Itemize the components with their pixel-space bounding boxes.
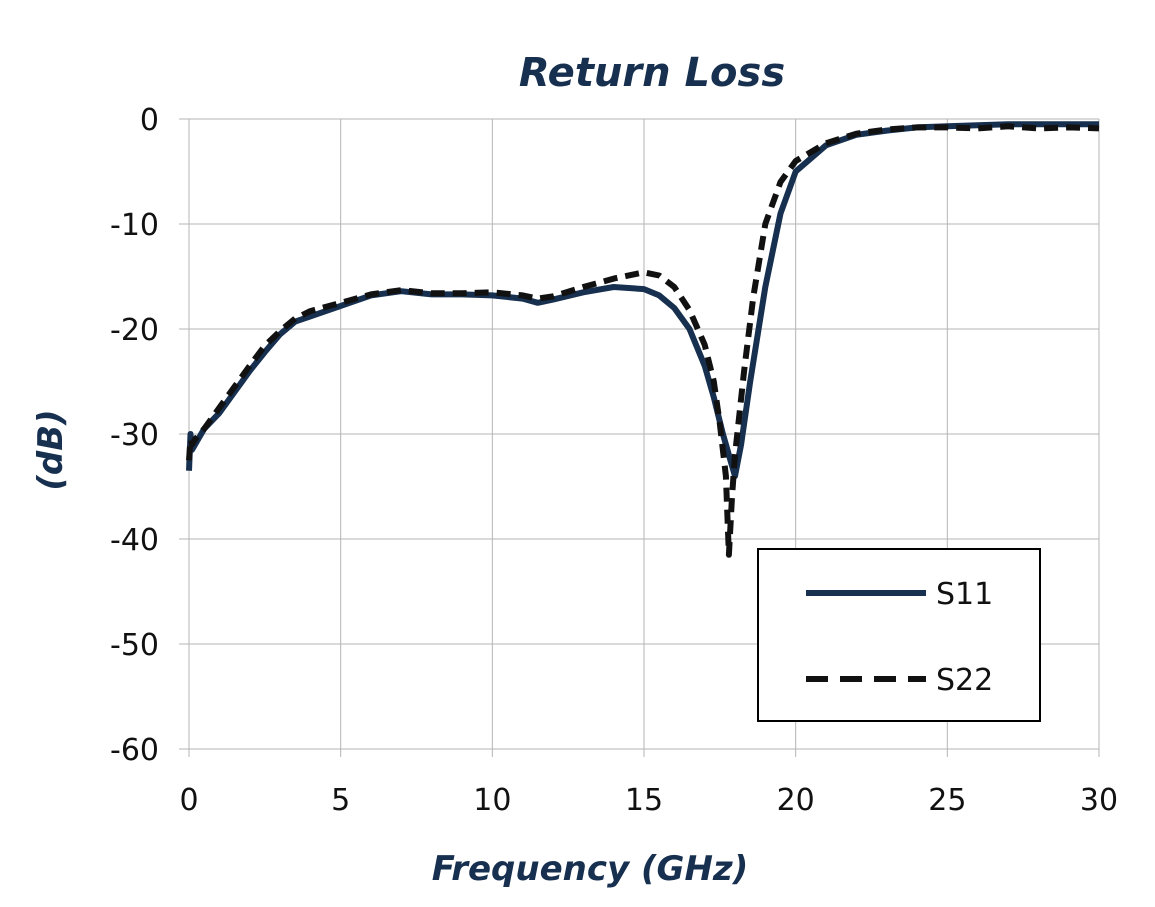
x-tick-label: 15 xyxy=(625,783,663,818)
chart-title: Return Loss xyxy=(519,50,785,96)
y-axis-title: (dB) xyxy=(31,409,71,490)
series-line-s22 xyxy=(186,123,1100,558)
y-tick-label: -40 xyxy=(110,523,159,558)
legend: S11 S22 xyxy=(757,548,1041,722)
x-tick-label: 5 xyxy=(331,783,350,818)
x-axis-title: Frequency (GHz) xyxy=(432,849,749,889)
y-tick-label: -30 xyxy=(110,418,159,453)
x-tick-label: 0 xyxy=(179,783,198,818)
series-layer xyxy=(186,121,1100,558)
legend-label-s22: S22 xyxy=(936,663,993,698)
tick-labels: 0 -10 -20 -30 -40 -50 -60 0 5 10 15 20 25 30 xyxy=(110,103,1118,818)
y-tick-label: -10 xyxy=(110,208,159,243)
series-line-s11 xyxy=(186,121,1099,479)
y-tick-label: -50 xyxy=(110,628,159,663)
legend-label-s11: S11 xyxy=(936,577,993,612)
x-tick-label: 10 xyxy=(473,783,511,818)
legend-box xyxy=(757,548,1041,722)
x-tick-label: 20 xyxy=(777,783,815,818)
y-tick-label: 0 xyxy=(140,103,159,138)
x-tick-label: 25 xyxy=(928,783,966,818)
x-tick-label: 30 xyxy=(1080,783,1118,818)
y-tick-label: -20 xyxy=(110,313,159,348)
y-tick-label: -60 xyxy=(110,733,159,768)
